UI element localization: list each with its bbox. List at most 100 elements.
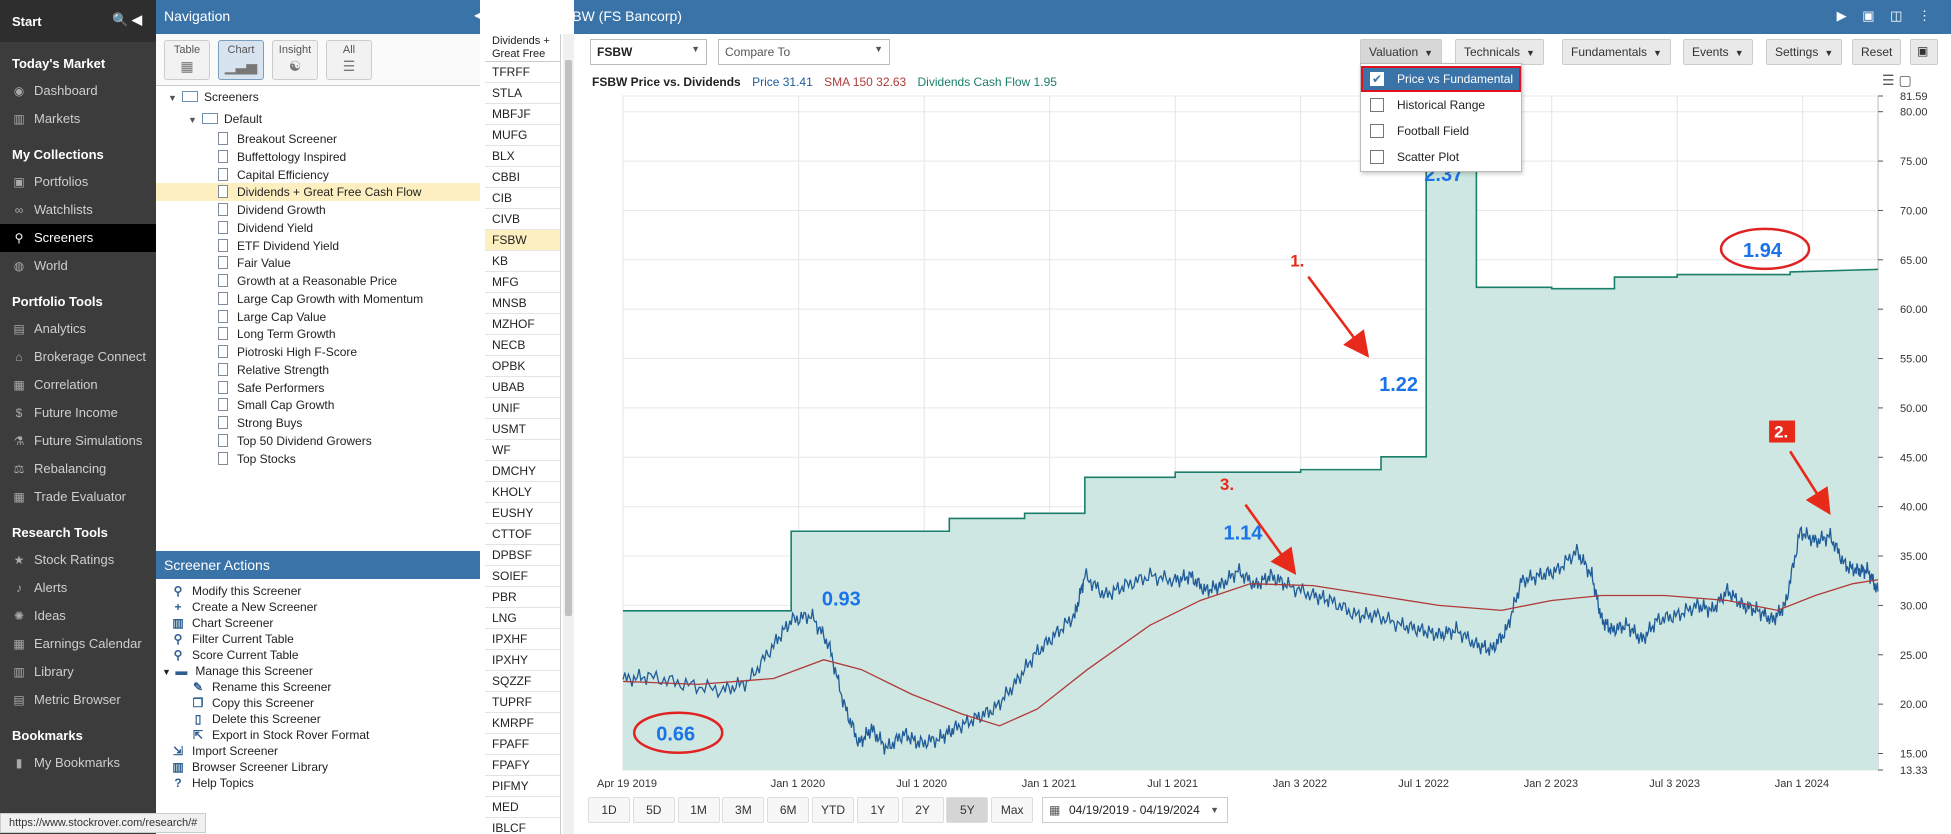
ticker-item[interactable]: FSBW: [485, 230, 560, 251]
ticker-item[interactable]: NECB: [485, 335, 560, 356]
camera-icon[interactable]: ▣: [1910, 39, 1938, 65]
ticker-item[interactable]: EUSHY: [485, 503, 560, 524]
ticker-item[interactable]: FPAFF: [485, 734, 560, 755]
tree-item[interactable]: Fair Value: [156, 254, 480, 272]
reset-button[interactable]: Reset: [1852, 39, 1902, 65]
tree-item[interactable]: ETF Dividend Yield: [156, 237, 480, 255]
action-help-topics[interactable]: ? Help Topics: [170, 773, 253, 793]
tree-item[interactable]: Large Cap Growth with Momentum: [156, 290, 480, 308]
chevron-down-icon[interactable]: ▼: [168, 93, 177, 103]
menu-item-price-vs-fundamental[interactable]: Price vs Fundamental: [1361, 66, 1521, 92]
range-button-1m[interactable]: 1M: [677, 797, 720, 823]
ticker-item[interactable]: KHOLY: [485, 482, 560, 503]
menu-item-historical-range[interactable]: Historical Range: [1361, 92, 1521, 118]
sidebar-item-metric-browser[interactable]: ▤ Metric Browser: [0, 686, 156, 714]
range-button-1d[interactable]: 1D: [588, 797, 630, 823]
start-label[interactable]: Start: [12, 13, 42, 29]
sidebar-item-world[interactable]: ◍ World: [0, 252, 156, 280]
ticker-item[interactable]: DPBSF: [485, 545, 560, 566]
fundamentals-button[interactable]: Fundamentals ▼: [1562, 39, 1671, 65]
menu-item-scatter-plot[interactable]: Scatter Plot: [1361, 144, 1521, 170]
checkbox-icon[interactable]: [1370, 150, 1384, 164]
range-button-5y[interactable]: 5Y: [946, 797, 989, 823]
ticker-item[interactable]: KB: [485, 251, 560, 272]
chart-menu-icon[interactable]: ☰ ▢: [1882, 72, 1912, 88]
header-window-icons[interactable]: ▶ ▣ ◫ ⋮: [1836, 8, 1937, 23]
ticker-item[interactable]: DMCHY: [485, 461, 560, 482]
ticker-item[interactable]: OPBK: [485, 356, 560, 377]
date-range-picker[interactable]: ▦ 04/19/2019 - 04/19/2024 ▼: [1042, 797, 1228, 823]
events-button[interactable]: Events ▼: [1683, 39, 1753, 65]
sidebar-item-watchlists[interactable]: ∞ Watchlists: [0, 196, 156, 224]
ticker-item[interactable]: UBAB: [485, 377, 560, 398]
ticker-item[interactable]: CIB: [485, 188, 560, 209]
collapse-left-icon[interactable]: ◀: [476, 8, 486, 22]
tab-all[interactable]: All ☰: [326, 40, 372, 80]
ticker-item[interactable]: PBR: [485, 587, 560, 608]
valuation-button[interactable]: Valuation ▼: [1360, 39, 1443, 65]
technicals-button[interactable]: Technicals ▼: [1455, 39, 1544, 65]
chevron-down-icon[interactable]: ▼: [188, 115, 197, 125]
tree-item[interactable]: Piotroski High F-Score: [156, 343, 480, 361]
tab-table[interactable]: Table ▦: [164, 40, 210, 80]
ticker-scrollbar-thumb[interactable]: [565, 60, 572, 616]
ticker-item[interactable]: BLX: [485, 146, 560, 167]
action-rename-this-screener[interactable]: ✎ Rename this Screener: [190, 677, 331, 697]
action-chart-screener[interactable]: ▥ Chart Screener: [170, 613, 273, 633]
collapse-navigation-icon[interactable]: ◀: [474, 8, 484, 22]
price-dividend-chart[interactable]: 81.59 80.00 75.00 70.00 65.00 60.00 55.00 50.00…: [585, 88, 1951, 788]
action-import-screener[interactable]: ⇲ Import Screener: [170, 741, 278, 761]
ticker-item[interactable]: MFG: [485, 272, 560, 293]
sidebar-item-portfolios[interactable]: ▣ Portfolios: [0, 168, 156, 196]
tree-item[interactable]: Top Stocks: [156, 450, 480, 468]
action-modify-this-screener[interactable]: ⚲ Modify this Screener: [170, 581, 302, 601]
ticker-item[interactable]: LNG: [485, 608, 560, 629]
action-browser-screener-library[interactable]: ▥ Browser Screener Library: [170, 757, 328, 777]
action-delete-this-screener[interactable]: ▯ Delete this Screener: [190, 709, 321, 729]
range-button-1y[interactable]: 1Y: [856, 797, 899, 823]
sidebar-item-earnings-calendar[interactable]: ▦ Earnings Calendar: [0, 630, 156, 658]
settings-button[interactable]: Settings ▼: [1766, 39, 1843, 65]
sidebar-item-correlation[interactable]: ▦ Correlation: [0, 371, 156, 399]
sidebar-item-future-simulations[interactable]: ⚗ Future Simulations: [0, 427, 156, 455]
chevron-down-icon[interactable]: ▼: [162, 667, 174, 677]
range-button-3m[interactable]: 3M: [722, 797, 765, 823]
ticker-item[interactable]: UNIF: [485, 398, 560, 419]
tree-item[interactable]: Buffettology Inspired: [156, 148, 480, 166]
sidebar-item-analytics[interactable]: ▤ Analytics: [0, 315, 156, 343]
ticker-item[interactable]: USMT: [485, 419, 560, 440]
ticker-item[interactable]: MBFJF: [485, 104, 560, 125]
tree-item[interactable]: Safe Performers: [156, 379, 480, 397]
ticker-item[interactable]: SOIEF: [485, 566, 560, 587]
tree-item[interactable]: Dividend Growth: [156, 201, 480, 219]
tree-item[interactable]: Dividends + Great Free Cash Flow: [156, 183, 480, 202]
checkbox-icon[interactable]: [1370, 98, 1384, 112]
ticker-item[interactable]: PIFMY: [485, 776, 560, 797]
range-button-max[interactable]: Max: [991, 797, 1034, 823]
tree-item[interactable]: Breakout Screener: [156, 130, 480, 148]
tree-folder-default[interactable]: ▼ Default: [188, 108, 262, 130]
action-create-a-new-screener[interactable]: + Create a New Screener: [170, 597, 317, 617]
ticker-item[interactable]: FPAFY: [485, 755, 560, 776]
sidebar-item-markets[interactable]: ▥ Markets: [0, 105, 156, 133]
ticker-item[interactable]: MUFG: [485, 125, 560, 146]
checkbox-icon[interactable]: [1370, 124, 1384, 138]
range-button-5d[interactable]: 5D: [632, 797, 675, 823]
sidebar-item-alerts[interactable]: ♪ Alerts: [0, 574, 156, 602]
sidebar-item-rebalancing[interactable]: ⚖ Rebalancing: [0, 455, 156, 483]
sidebar-item-future-income[interactable]: $ Future Income: [0, 399, 156, 427]
ticker-item[interactable]: CIVB: [485, 209, 560, 230]
action-copy-this-screener[interactable]: ❐ Copy this Screener: [190, 693, 314, 713]
action-score-current-table[interactable]: ⚲ Score Current Table: [170, 645, 299, 665]
tree-item[interactable]: Growth at a Reasonable Price: [156, 272, 480, 290]
ticker-item[interactable]: TFRFF: [485, 62, 560, 83]
ticker-item[interactable]: IPXHY: [485, 650, 560, 671]
menu-item-football-field[interactable]: Football Field: [1361, 118, 1521, 144]
tree-item[interactable]: Top 50 Dividend Growers: [156, 432, 480, 450]
ticker-item[interactable]: MED: [485, 797, 560, 818]
action-export-in-stock-rover-format[interactable]: ⇱ Export in Stock Rover Format: [190, 725, 369, 745]
ticker-item[interactable]: MNSB: [485, 293, 560, 314]
range-button-2y[interactable]: 2Y: [901, 797, 944, 823]
ticker-item[interactable]: STLA: [485, 83, 560, 104]
action-manage-screener[interactable]: ▼ ▬ Manage this Screener: [162, 661, 313, 681]
